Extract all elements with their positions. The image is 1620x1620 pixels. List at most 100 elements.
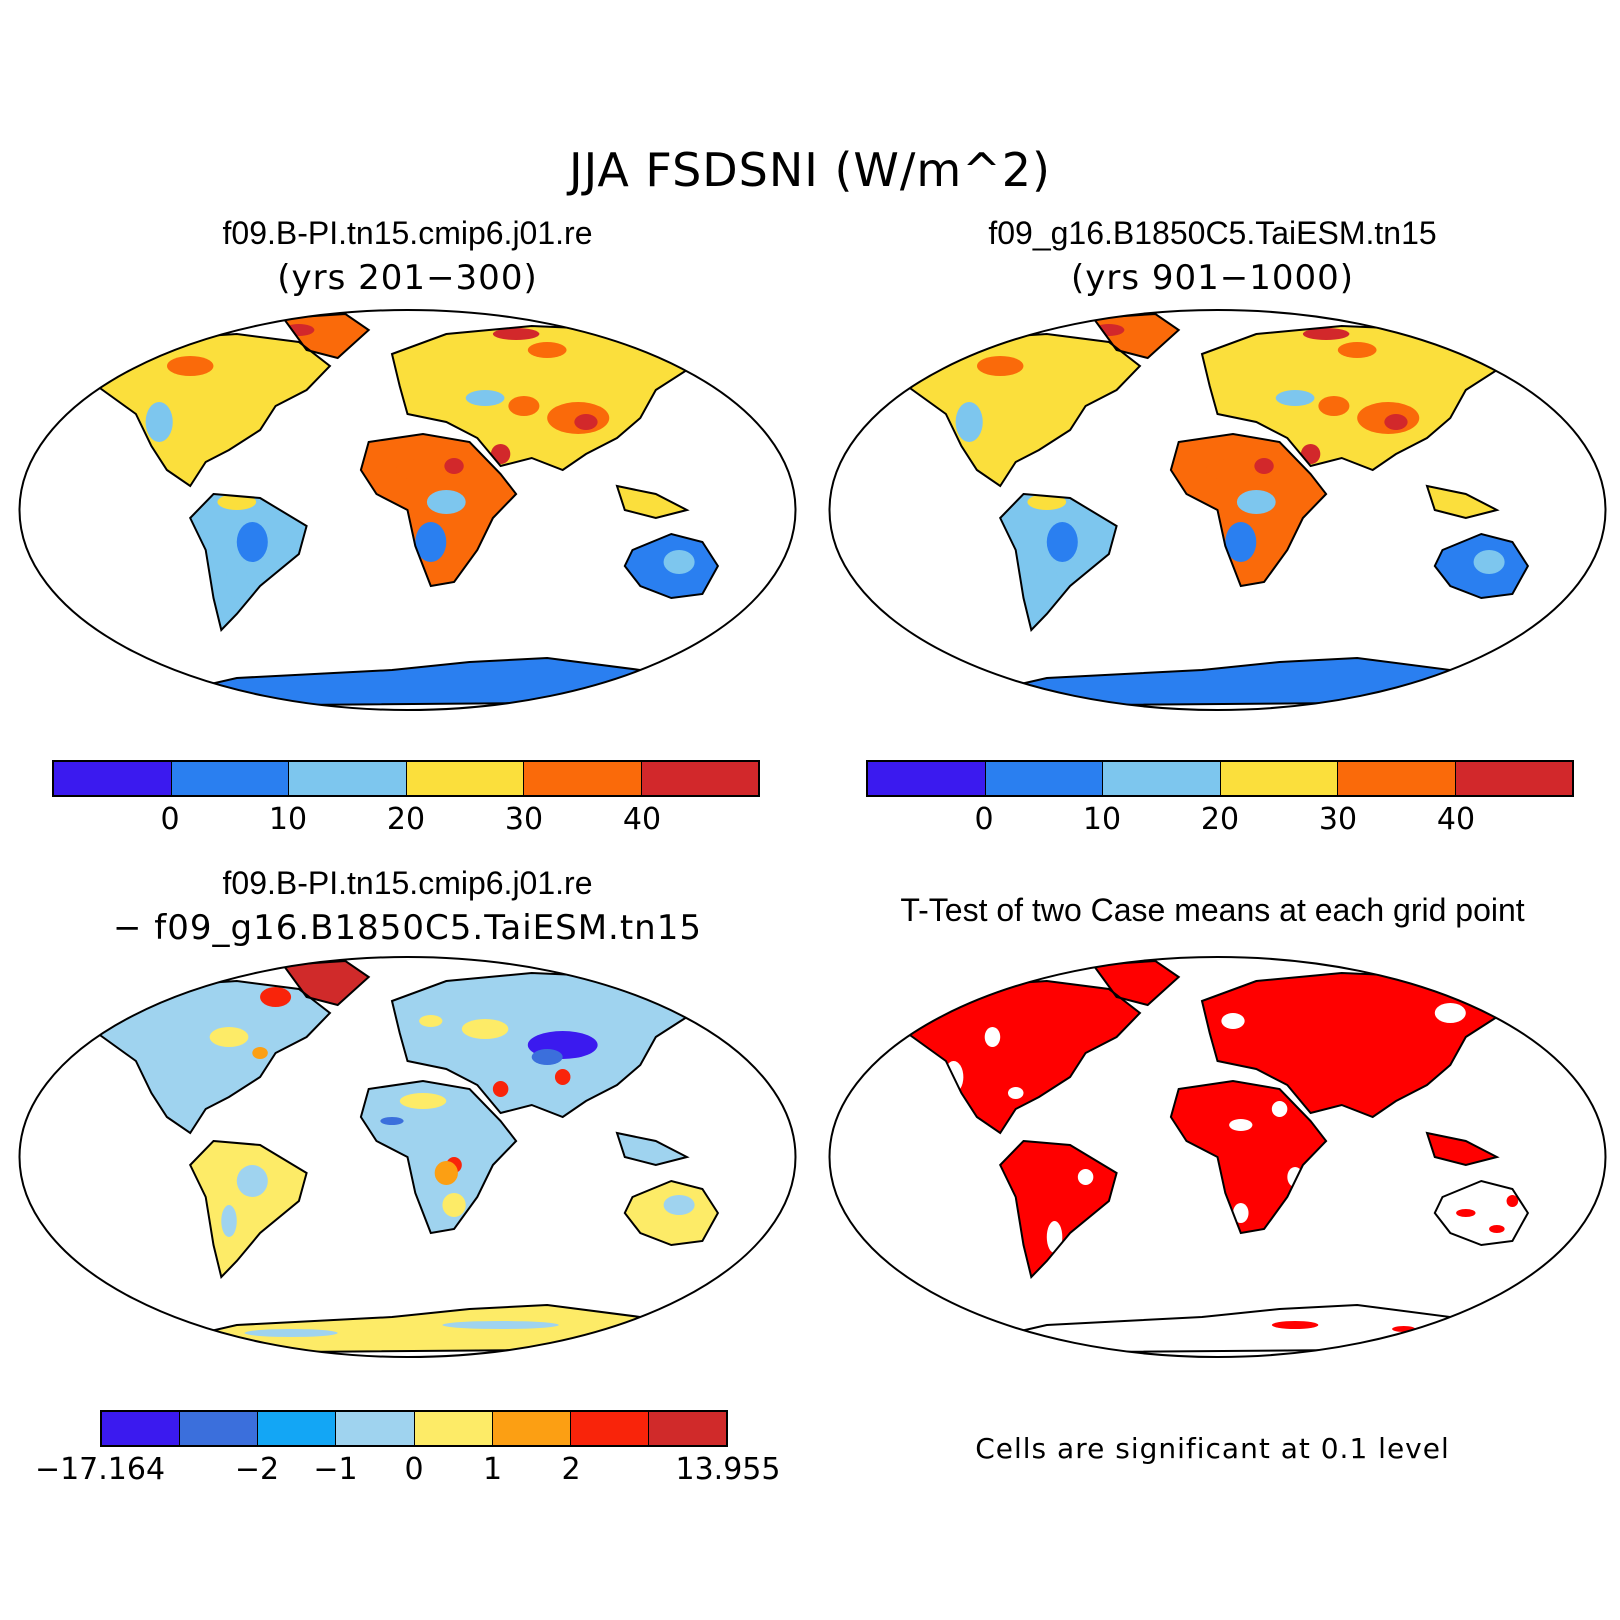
panel-2-colorbar <box>866 760 1574 797</box>
panel-2-subtitle: (yrs 901−1000) <box>1070 258 1355 298</box>
map-2-border <box>828 309 1607 711</box>
map-2-field-patch <box>1236 490 1276 514</box>
colorbar-3-tick-label: −17.164 <box>34 1452 166 1487</box>
map-3-border <box>18 956 797 1358</box>
map-2-coastline <box>905 332 1142 488</box>
map-1-coastline <box>359 432 518 588</box>
map-1-coastline <box>95 332 332 488</box>
map-1-field-patch <box>574 414 598 430</box>
colorbar-3-segment <box>258 1412 337 1445</box>
map-2-land-seAsia <box>1427 486 1497 518</box>
map-2-field-patch <box>1473 550 1505 574</box>
map-1-land-antarctica <box>166 658 656 706</box>
colorbar-1-tick-label: 20 <box>386 802 426 837</box>
colorbar-1-segment <box>641 762 758 795</box>
map-1-field-patch <box>465 390 505 406</box>
colorbar-2-tick-label: 20 <box>1200 802 1240 837</box>
map-1-field-patch <box>217 494 257 510</box>
map-1-field-patch <box>415 522 447 562</box>
map-4-field-patch <box>1271 1321 1319 1329</box>
colorbar-3-tick-label: 0 <box>404 1452 424 1487</box>
map-2-field-patch <box>1384 414 1408 430</box>
map-3-land-antarctica <box>166 1305 656 1353</box>
map-4-field-patch <box>1506 1195 1519 1207</box>
colorbar-2-tick-label: 30 <box>1318 802 1358 837</box>
map-4-coastline <box>1433 1179 1530 1247</box>
map-1-coastline <box>188 492 308 632</box>
colorbar-1-segment <box>54 762 172 795</box>
map-4-border <box>828 956 1607 1358</box>
panel-4-map <box>828 956 1607 1358</box>
map-3-field-patch <box>252 1047 268 1059</box>
colorbar-1-tick-label: 40 <box>622 802 662 837</box>
map-1-field-patch <box>508 396 540 416</box>
map-1-field-patch <box>444 458 464 474</box>
map-2-field-patch <box>1275 390 1315 406</box>
map-1-field-patch <box>490 444 511 464</box>
map-4-field-patch <box>1221 1013 1245 1029</box>
panel-2-map <box>828 309 1607 711</box>
map-1-coastline <box>623 532 720 600</box>
map-1-field-patch <box>145 402 173 442</box>
colorbar-2-segment <box>868 762 986 795</box>
map-4-field-patch <box>1456 1209 1476 1217</box>
map-1-land-seAsia <box>617 486 687 518</box>
map-3-coastline <box>95 979 332 1135</box>
colorbar-3-segment <box>648 1412 726 1445</box>
map-1-field-patch <box>492 328 540 340</box>
map-3-coastline <box>615 1131 690 1167</box>
colorbar-3-segment <box>492 1412 571 1445</box>
panel-3-title: f09.B-PI.tn15.cmip6.j01.re <box>222 865 593 901</box>
colorbar-2-segment <box>1455 762 1572 795</box>
panel-3-colorbar <box>100 1410 728 1447</box>
panel-1-map <box>18 309 797 711</box>
colorbar-3-segment <box>102 1412 181 1445</box>
colorbar-3-tick-label: −1 <box>313 1452 358 1487</box>
colorbar-3-tick-label: −2 <box>234 1452 280 1487</box>
map-3-field-patch <box>492 1081 509 1097</box>
map-3-coastline <box>359 1079 518 1235</box>
map-3-coastline <box>623 1179 720 1247</box>
colorbar-2-tick-label: 10 <box>1082 802 1122 837</box>
map-3-field-patch <box>434 1161 458 1185</box>
map-4-coastline <box>905 979 1142 1135</box>
map-4-field-patch <box>984 1027 1001 1047</box>
map-2-field-patch <box>1254 458 1274 474</box>
colorbar-3-tick-label: 1 <box>482 1452 503 1487</box>
map-3-field-patch <box>419 1015 443 1027</box>
map-3-coastline <box>281 959 371 1007</box>
map-1-land-southAmerica <box>190 494 307 630</box>
map-2-land-southAmerica <box>1000 494 1117 630</box>
panel-2-title: f09_g16.B1850C5.TaiESM.tn15 <box>988 215 1437 251</box>
panel-3-subtitle: − f09_g16.B1850C5.TaiESM.tn15 <box>113 908 702 948</box>
map-1-field-patch <box>166 356 214 376</box>
colorbar-1-segment <box>406 762 524 795</box>
significance-note: Cells are significant at 0.1 level <box>975 1432 1450 1465</box>
map-3-land-southAmerica <box>190 1141 307 1277</box>
map-2-field-patch <box>1302 328 1350 340</box>
map-2-field-patch <box>1318 396 1350 416</box>
colorbar-2-segment <box>1103 762 1221 795</box>
map-4-field-patch <box>1046 1221 1063 1253</box>
map-3-land-seAsia <box>617 1133 687 1165</box>
map-3-field-patch <box>554 1069 571 1085</box>
panel-3-colorbar-ticks: −17.164 −2 −1 0 1 2 13.955 <box>35 1452 781 1492</box>
map-2-coastline <box>1169 432 1328 588</box>
colorbar-2-tick-label: 40 <box>1436 802 1476 837</box>
map-2-coastline <box>998 492 1118 632</box>
map-2-field-patch <box>1300 444 1321 464</box>
map-4-field-patch <box>1007 1087 1024 1099</box>
colorbar-2-segment <box>985 762 1103 795</box>
map-1-field-patch <box>426 490 466 514</box>
map-3-field-patch <box>399 1093 447 1109</box>
colorbar-1-segment <box>289 762 407 795</box>
map-2-land-antarctica <box>976 658 1466 706</box>
map-2-coastline <box>1091 312 1181 360</box>
colorbar-2-tick-label: 0 <box>974 802 994 837</box>
map-4-field-patch <box>1229 1119 1253 1131</box>
panel-1-subtitle: (yrs 201−300) <box>277 258 538 298</box>
colorbar-1-segment <box>171 762 289 795</box>
map-1-border <box>18 309 797 711</box>
map-4-coastline <box>1169 1079 1328 1235</box>
map-4-field-patch <box>1233 1203 1249 1223</box>
